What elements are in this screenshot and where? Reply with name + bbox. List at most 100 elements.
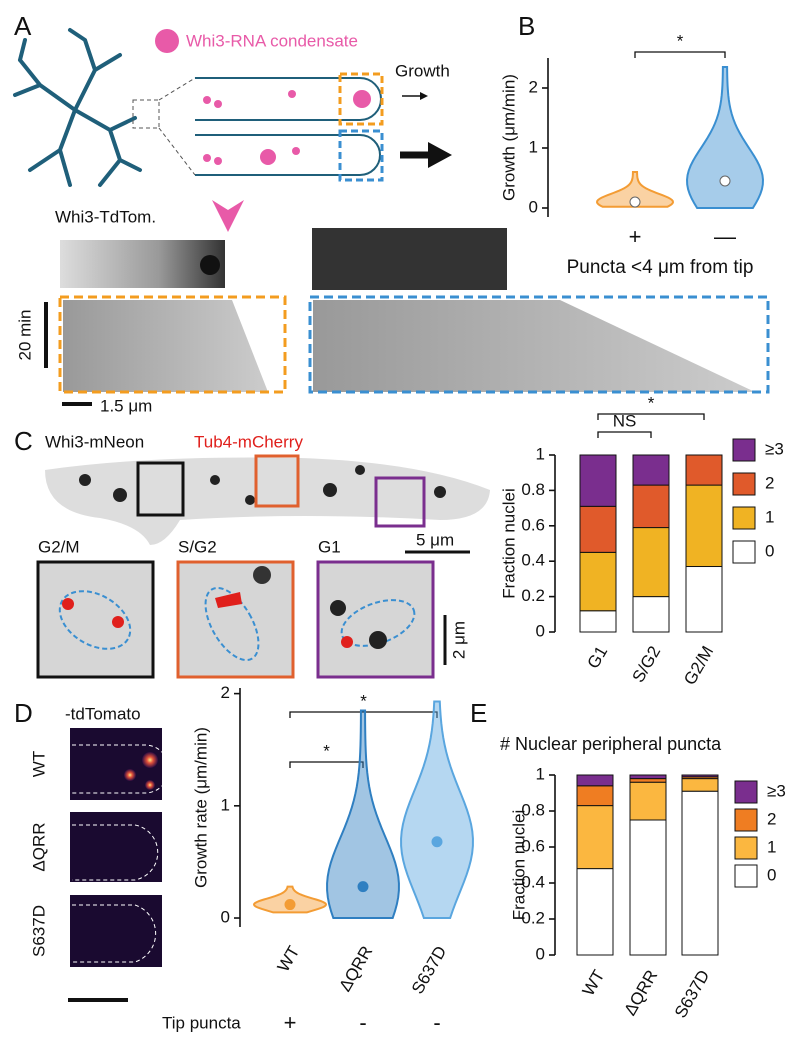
y-tick-label: 0 [536, 621, 545, 640]
y-tick-label: 0.4 [521, 551, 545, 570]
median-marker [357, 881, 369, 893]
bar-segment [576, 785, 614, 807]
growth-label: Growth [395, 61, 450, 80]
y-tick-label: 0 [529, 197, 538, 216]
bar-segment [685, 566, 723, 633]
median-marker [629, 196, 641, 208]
significance-label: * [360, 691, 367, 710]
arrow-head [428, 142, 452, 168]
y-axis-label: Growth rate (μm/min) [191, 727, 210, 888]
legend-label: ≥3 [765, 439, 784, 458]
row-value: - [359, 1010, 366, 1035]
panel-label: A [14, 11, 32, 41]
bar-segment [632, 527, 670, 598]
legend-label: 0 [767, 865, 776, 884]
bar-segment [629, 781, 667, 821]
legend-label: Whi3-RNA condensate [186, 31, 358, 50]
roi-box [136, 461, 185, 517]
y-tick-label: 1 [536, 444, 545, 463]
inset-label: G1 [318, 537, 341, 556]
y-axis-label: Fraction nuclei [509, 810, 528, 921]
panel-label: E [470, 698, 487, 728]
kymograph [313, 300, 755, 392]
stain-label: Whi3-mNeon [45, 432, 144, 451]
significance-label: * [648, 393, 655, 412]
legend-label: ≥3 [767, 781, 786, 800]
bar-segment [629, 774, 667, 780]
y-tick-label: 0.6 [521, 515, 545, 534]
y-axis-label: Growth (μm/min) [499, 74, 518, 201]
bar-segment [681, 778, 719, 792]
tip-box [338, 129, 384, 182]
chart-title: # Nuclear peripheral puncta [500, 734, 722, 754]
bar-segment [629, 819, 667, 956]
scale-label: 1.5 μm [100, 396, 152, 415]
y-tick-label: 2 [529, 77, 538, 96]
kymograph-box [308, 295, 770, 394]
y-tick-label: 1 [529, 137, 538, 156]
legend-label: 0 [765, 541, 774, 560]
bar-segment [579, 505, 617, 553]
violin [595, 171, 675, 208]
y-tick-label: 0.8 [521, 800, 545, 819]
strain-label: WT [29, 751, 48, 777]
y-axis-label: Fraction nuclei [499, 488, 518, 599]
x-tick-label: S/G2 [629, 643, 665, 686]
y-tick-label: 0.8 [521, 480, 545, 499]
significance-bracket [289, 761, 364, 768]
row-label: Tip puncta [162, 1013, 241, 1032]
x-tick-label: ΔQRR [620, 967, 661, 1019]
row-value: + [284, 1010, 297, 1035]
x-tick-label: ΔQRR [335, 943, 376, 995]
legend-swatch [734, 864, 758, 888]
micrograph [60, 240, 225, 288]
violin [400, 700, 474, 920]
y-tick-label: 0 [221, 908, 230, 927]
legend-label: 2 [765, 473, 774, 492]
y-tick-label: 1 [221, 795, 230, 814]
bar-segment [629, 778, 667, 783]
legend-swatch [734, 808, 758, 832]
bar-segment [576, 868, 614, 956]
x-tick-label: G1 [584, 643, 612, 672]
legend-swatch [734, 836, 758, 860]
bar-segment [579, 610, 617, 633]
condensates [155, 29, 371, 165]
panel-label: C [14, 426, 33, 456]
bar-segment [685, 454, 723, 486]
violin [326, 709, 400, 920]
bar-segment [579, 551, 617, 612]
tip-box [338, 72, 384, 126]
arrow-head [212, 200, 244, 232]
stain-label: Tub4-mCherry [194, 432, 303, 451]
y-tick-label: 0.2 [521, 908, 545, 927]
legend-swatch [734, 780, 758, 804]
zoom-lines [158, 77, 196, 176]
roi-box [254, 454, 300, 508]
y-tick-label: 2 [221, 683, 230, 702]
bar-segment [632, 484, 670, 529]
bar-segment [685, 484, 723, 568]
roi-box [374, 476, 426, 528]
significance-label: NS [613, 411, 637, 430]
micrograph [312, 228, 507, 290]
image-title: -tdTomato [65, 704, 141, 723]
zoom-box [132, 99, 160, 129]
row-value: - [433, 1010, 440, 1035]
median-marker [431, 836, 443, 848]
condensate-spot [200, 255, 220, 275]
x-tick-label: — [714, 224, 736, 249]
legend-label: 1 [765, 507, 774, 526]
hypha-tip [195, 134, 381, 176]
puncta [79, 465, 446, 505]
inset-images [36, 560, 435, 679]
x-tick-label: WT [579, 967, 609, 999]
y-tick-label: 0.2 [521, 586, 545, 605]
x-tick-label: S637D [671, 967, 713, 1022]
significance-bracket [634, 51, 726, 58]
y-tick-label: 0 [536, 944, 545, 963]
bar-segment [576, 805, 614, 870]
scale-label: 2 μm [449, 621, 468, 659]
scale-label: 5 μm [416, 530, 454, 549]
